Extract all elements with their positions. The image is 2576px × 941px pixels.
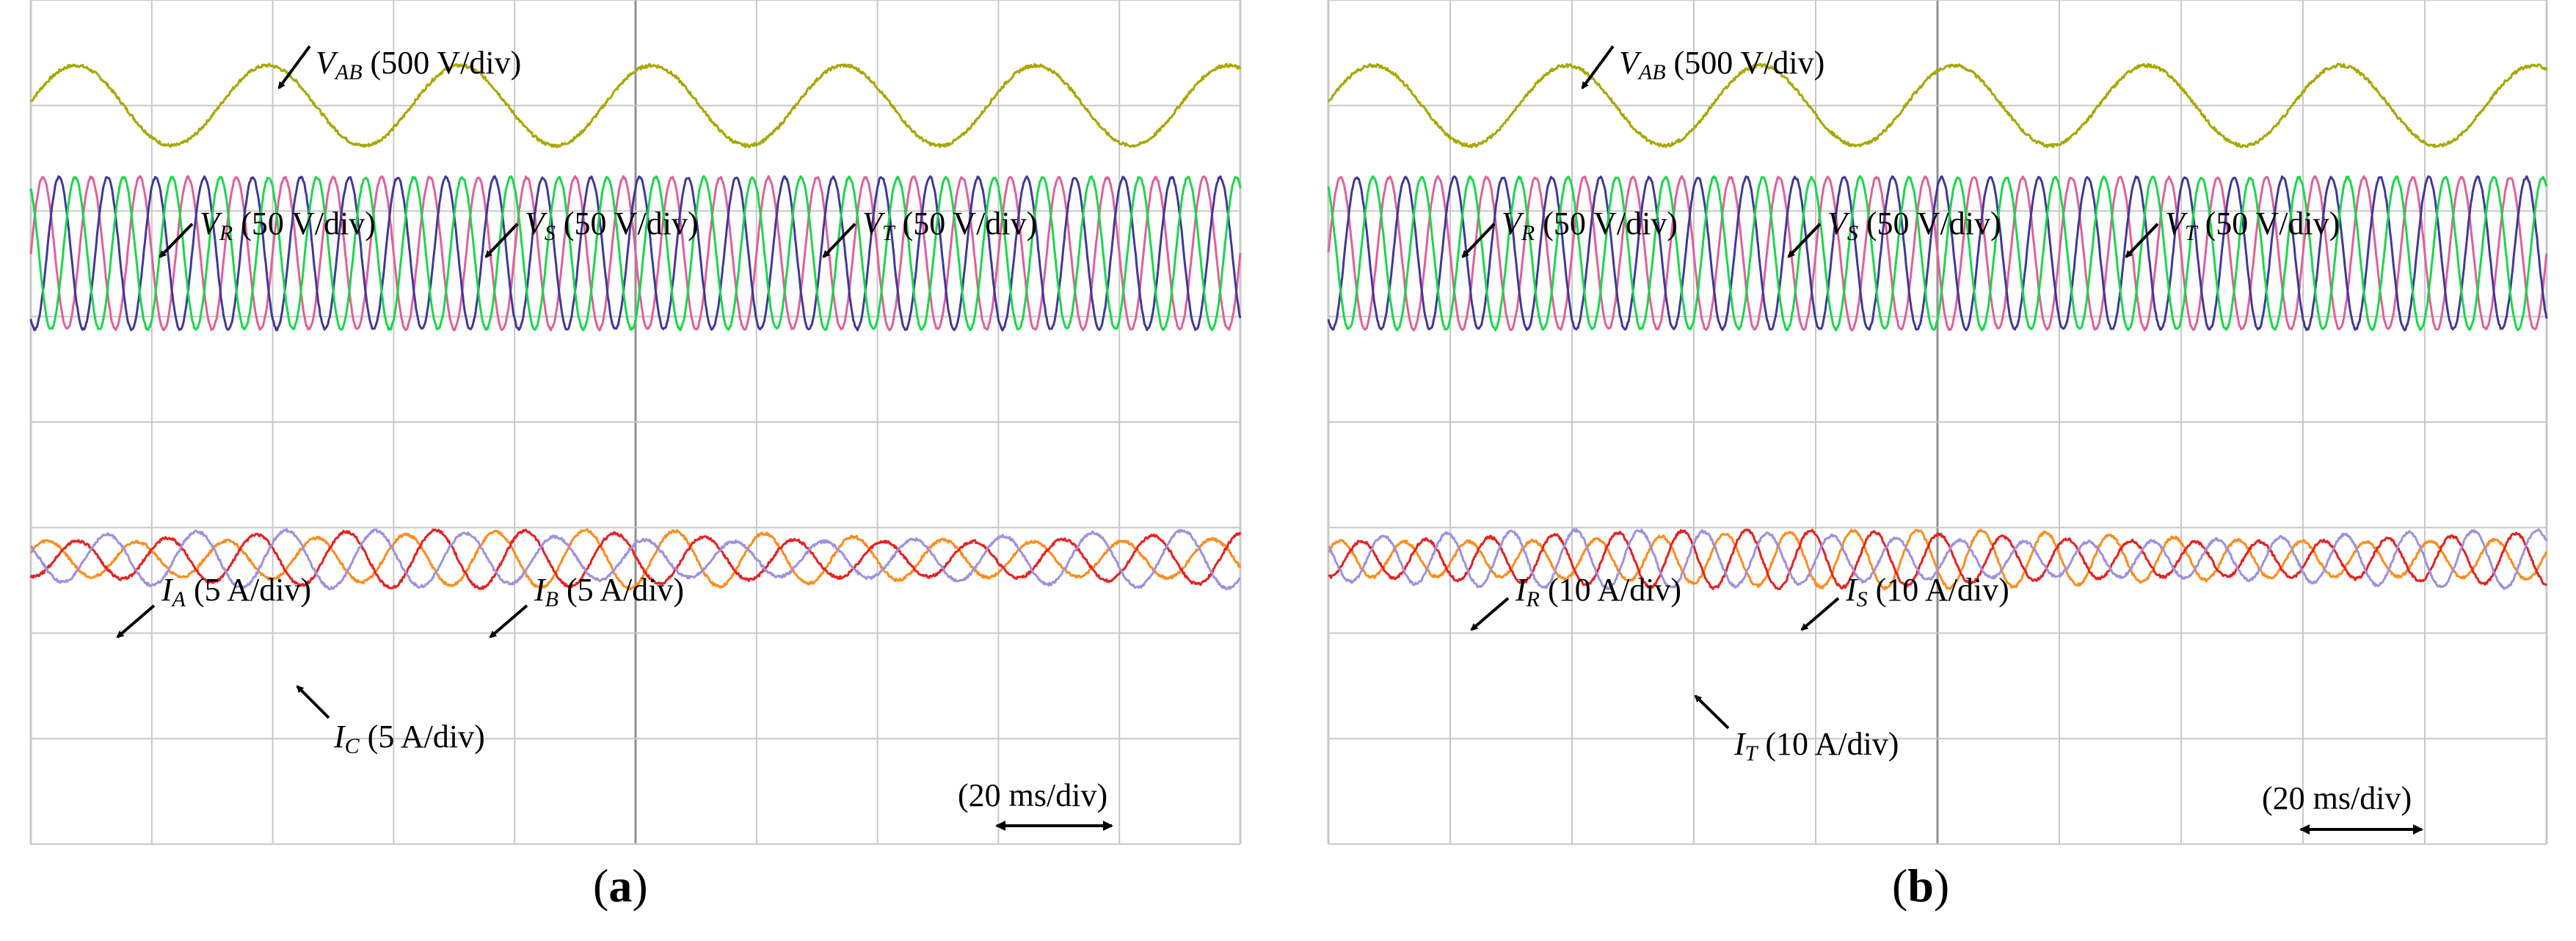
grid <box>29 0 1242 845</box>
panel-b: VAB (500 V/div) VR (50 V/div) VS (50 V/d… <box>1327 0 2548 912</box>
trace-current-2 <box>29 528 1242 590</box>
i1-arrow <box>116 604 156 639</box>
vab-label: VAB (500 V/div) <box>316 45 521 84</box>
trace-phase-r <box>29 175 1242 332</box>
trace-current-1 <box>30 528 1242 591</box>
i2-arrow <box>489 604 528 639</box>
trace-phase-s <box>1327 175 2548 332</box>
vt-arrow <box>2125 222 2159 258</box>
i1-label: IR (10 A/div) <box>1515 572 1681 611</box>
trace-phase-t <box>1327 175 2548 332</box>
vs-label: VS (50 V/div) <box>525 206 699 245</box>
trace-current-2 <box>1328 528 2547 590</box>
panel-a: VAB (500 V/div) VR (50 V/div) VS (50 V/d… <box>29 0 1242 912</box>
i3-label: IT (10 A/div) <box>1733 726 1899 766</box>
trace-phase-t <box>29 175 1242 332</box>
vt-label: VT (50 V/div) <box>2165 206 2340 245</box>
trace-vab <box>1327 62 2548 148</box>
vr-label: VR (50 V/div) <box>1502 206 1678 245</box>
vs-arrow <box>484 222 519 258</box>
trace-phase-s <box>29 175 1242 332</box>
grid <box>1327 0 2548 845</box>
i1-label: IA (5 A/div) <box>161 572 311 611</box>
time-scale-label: (20 ms/div) <box>958 777 1107 813</box>
i2-label: IB (5 A/div) <box>534 572 684 611</box>
vs-arrow <box>1787 222 1822 258</box>
time-scale-label: (20 ms/div) <box>2262 780 2412 816</box>
vab-arrow <box>1581 45 1615 90</box>
traces <box>29 62 1242 591</box>
panel-label-a: (a) <box>593 860 648 912</box>
vt-label: VT (50 V/div) <box>862 206 1037 245</box>
i1-arrow <box>1470 597 1510 631</box>
traces <box>1327 62 2548 591</box>
vr-arrow <box>159 222 194 258</box>
panel-label-b: (b) <box>1892 860 1949 912</box>
trace-vab <box>29 62 1242 148</box>
i2-label: IS (10 A/div) <box>1845 572 2009 611</box>
i2-arrow <box>1800 597 1840 631</box>
trace-current-3 <box>1328 528 2548 590</box>
i3-label: IC (5 A/div) <box>333 719 485 758</box>
vab-label: VAB (500 V/div) <box>1619 45 1824 84</box>
i3-arrow <box>1694 694 1730 730</box>
vt-arrow <box>822 222 856 258</box>
trace-phase-r <box>1327 175 2548 332</box>
vr-label: VR (50 V/div) <box>200 206 376 245</box>
vab-arrow <box>277 45 311 90</box>
vr-arrow <box>1461 222 1496 258</box>
i3-arrow <box>296 685 330 719</box>
trace-current-3 <box>30 528 1241 591</box>
vs-label: VS (50 V/div) <box>1827 206 2001 245</box>
